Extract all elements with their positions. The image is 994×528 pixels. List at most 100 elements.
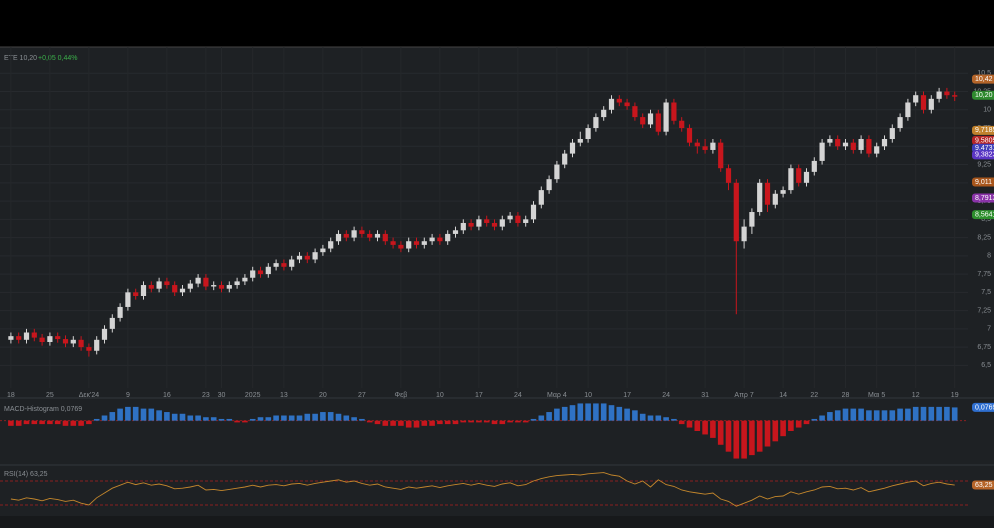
histogram-bar — [608, 405, 615, 421]
candle-body — [70, 339, 76, 344]
candle-body — [296, 255, 303, 260]
histogram-bar — [647, 415, 654, 421]
histogram-bar — [226, 418, 233, 421]
histogram-bar — [86, 420, 92, 425]
histogram-bar — [655, 415, 662, 421]
histogram-bar — [429, 420, 435, 426]
candle-body — [390, 241, 396, 245]
histogram-bar — [889, 410, 896, 421]
candle-body — [858, 139, 864, 150]
candle-body — [920, 95, 927, 110]
candle-body — [585, 128, 591, 140]
candle-body — [749, 212, 755, 227]
x-tick-label: 24 — [662, 392, 670, 399]
candle-body — [944, 91, 950, 96]
histogram-bar — [132, 406, 139, 421]
candle-body — [874, 146, 880, 154]
candle-body — [936, 91, 942, 99]
histogram-bar — [343, 415, 350, 421]
histogram-bar — [858, 408, 864, 421]
candle-body — [694, 142, 700, 147]
value-tag — [972, 402, 994, 412]
candle-body — [741, 226, 747, 242]
histogram-bar — [733, 420, 740, 459]
histogram-bar — [819, 415, 825, 421]
candle-body — [16, 336, 22, 340]
histogram-bar — [795, 420, 802, 428]
histogram-bar — [632, 410, 638, 421]
x-tick-label: 17 — [623, 392, 631, 399]
histogram-bar — [437, 420, 443, 425]
candle-body — [55, 336, 61, 340]
candle-body — [476, 219, 482, 227]
y-tick-label: 9,25 — [977, 161, 991, 168]
histogram-bar — [312, 413, 318, 421]
histogram-bar — [460, 420, 467, 423]
histogram-bar — [499, 420, 506, 425]
candle-body — [881, 139, 888, 147]
price-tag-label: 9,5805 — [975, 137, 994, 144]
candle-body — [398, 244, 404, 249]
histogram-bar — [15, 420, 22, 426]
candle-body — [195, 277, 201, 284]
candle-body — [335, 233, 342, 242]
y-tick-label: 6,5 — [981, 362, 991, 369]
histogram-bar — [881, 410, 888, 421]
rsi-label: RSI(14) 63,25 — [4, 471, 48, 478]
candle-body — [718, 142, 724, 169]
candle-body — [164, 281, 170, 286]
x-tick-label: 18 — [7, 392, 15, 399]
histogram-bar — [148, 408, 155, 421]
candle-body — [819, 142, 825, 161]
candle-body — [156, 281, 162, 289]
x-tick-label: 23 — [202, 392, 210, 399]
candle-body — [897, 117, 903, 129]
histogram-bar — [296, 415, 303, 421]
candle-body — [928, 98, 934, 110]
price-tag — [972, 125, 994, 135]
candle-body — [468, 222, 474, 227]
candle-body — [640, 117, 646, 125]
candle-body — [8, 336, 14, 340]
price-tag — [972, 74, 994, 84]
histogram-bar — [304, 413, 311, 421]
x-tick-label: Απρ 7 — [734, 392, 753, 399]
histogram-bar — [320, 412, 326, 421]
price-tag — [972, 193, 994, 203]
candle-body — [452, 230, 459, 234]
histogram-bar — [70, 420, 77, 426]
candle-body — [359, 230, 365, 234]
price-tag — [972, 210, 994, 220]
candle-body — [312, 252, 318, 260]
histogram-bar — [710, 420, 716, 438]
histogram-bar — [483, 420, 490, 423]
candle-body — [203, 277, 209, 287]
candle-body — [733, 182, 739, 242]
histogram-bar — [335, 413, 342, 421]
histogram-bar — [8, 420, 14, 426]
candle-body — [31, 332, 37, 338]
histogram-bar — [281, 415, 287, 421]
y-tick-label: 7,5 — [981, 289, 991, 296]
x-tick-label: 20 — [319, 392, 327, 399]
candle-body — [437, 237, 443, 242]
histogram-bar — [577, 403, 584, 421]
histogram-bar — [421, 420, 428, 426]
histogram-bar — [561, 406, 568, 421]
x-tick-label: Μαι 5 — [868, 392, 885, 399]
candle-body — [133, 292, 139, 296]
y-tick-label: 8,25 — [977, 234, 991, 241]
candle-body — [796, 168, 802, 183]
candle-body — [179, 288, 186, 293]
histogram-bar — [811, 418, 818, 421]
candle-body — [211, 285, 217, 287]
histogram-bar — [702, 420, 708, 435]
histogram-bar — [522, 420, 529, 423]
candle-body — [507, 215, 513, 220]
candle-body — [117, 306, 123, 318]
y-tick-label: 7 — [987, 326, 991, 333]
histogram-bar — [873, 410, 880, 421]
histogram-bar — [624, 408, 630, 421]
candle-body — [952, 95, 958, 97]
